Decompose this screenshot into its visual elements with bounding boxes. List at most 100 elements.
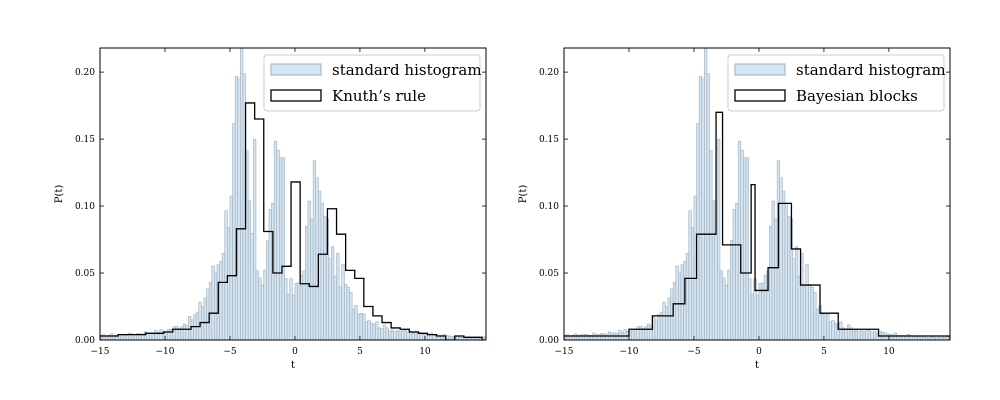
histogram-bar	[685, 253, 690, 340]
legend-swatch-step	[734, 89, 786, 102]
histogram-bar	[748, 278, 752, 340]
histogram-bar	[657, 314, 661, 340]
histogram-bar	[312, 160, 317, 340]
histogram-bar	[182, 323, 187, 340]
knuth-rule-panel: −15 −10 −5 0 5 10 0.00 0.05 0.10 0.15 0.20 t P(t) sta…	[54, 47, 487, 371]
histogram-bar	[385, 327, 389, 340]
x-tick-label: −10	[155, 347, 174, 357]
legend-swatch-step	[270, 89, 322, 102]
x-axis-label: t	[755, 360, 759, 371]
histogram-bar	[351, 308, 356, 340]
legend: standard histogram Bayesian blocks	[727, 54, 946, 112]
y-tick-label: 0.00	[75, 336, 95, 346]
histogram-bar	[364, 321, 369, 340]
step-line	[100, 102, 483, 340]
histogram-bar	[455, 335, 460, 340]
histogram-bar	[177, 328, 181, 340]
histogram-bar	[258, 277, 262, 340]
x-tick-label: 0	[756, 347, 762, 357]
histogram-bar	[302, 270, 306, 340]
step-line	[564, 111, 950, 340]
y-axis-label: P(t)	[518, 185, 529, 204]
legend-label-histogram: standard histogram	[796, 61, 946, 79]
histogram-bar	[253, 138, 257, 340]
histogram-bar	[403, 330, 408, 340]
y-axis-label: P(t)	[54, 185, 65, 204]
histogram-bar	[722, 277, 726, 340]
histogram-bar	[662, 301, 666, 340]
histogram-bar	[362, 313, 366, 340]
histogram-bar	[717, 138, 721, 340]
histogram-bar	[605, 333, 609, 340]
histogram-bar	[411, 332, 415, 340]
histogram-bar	[696, 123, 700, 340]
histogram-bar	[123, 334, 127, 340]
histogram-bar	[359, 313, 363, 340]
histogram-bar	[354, 305, 358, 340]
x-tick-label: −15	[555, 347, 574, 357]
histogram-bar	[594, 333, 599, 340]
histogram-bar	[401, 328, 405, 340]
histogram-bar	[427, 334, 431, 340]
histogram-bar	[828, 321, 833, 340]
histogram-bar	[154, 329, 158, 340]
histogram-bar	[761, 282, 765, 340]
histogram-bar	[815, 308, 820, 340]
histogram-bar	[675, 265, 679, 340]
histogram-bar	[709, 150, 713, 340]
histogram-bar	[914, 336, 918, 340]
axes-frame	[99, 47, 487, 341]
histogram-bar	[701, 78, 705, 340]
histogram-bar	[281, 157, 285, 340]
legend-label-step: Knuth’s rule	[332, 87, 426, 105]
y-tick-label: 0.00	[539, 336, 559, 346]
histogram-bar	[289, 278, 293, 340]
x-tick-label: −10	[619, 347, 638, 357]
histogram-bar	[919, 335, 924, 340]
histogram-bar	[623, 329, 627, 340]
x-tick-label: 5	[357, 347, 363, 357]
bayesian-blocks-panel: −15 −10 −5 0 5 10 0.00 0.05 0.10 0.15 0.20 t P(t) sta…	[518, 47, 951, 371]
histogram-bar	[769, 226, 773, 340]
histogram-bar	[639, 326, 643, 340]
histogram-bar	[839, 321, 843, 340]
histogram-bar	[307, 200, 311, 340]
histogram-bar	[857, 331, 861, 340]
histogram-bar	[860, 330, 864, 340]
histogram-bar	[323, 216, 327, 340]
histogram-bar	[331, 246, 335, 340]
histogram-bar	[782, 190, 786, 340]
y-tick-label: 0.15	[539, 135, 559, 145]
histogram-bar	[667, 297, 671, 340]
histogram-bar	[159, 329, 163, 340]
histogram-bar	[730, 240, 734, 340]
x-tick-label: 10	[419, 347, 431, 357]
histogram-bar	[344, 284, 348, 340]
histogram-bar	[266, 240, 270, 340]
histogram-bar	[758, 283, 762, 340]
histogram-bar	[125, 335, 129, 340]
histogram-bar	[110, 333, 114, 340]
histogram-bar	[214, 271, 218, 340]
histogram-bar	[260, 284, 265, 340]
histogram-bar	[232, 123, 236, 340]
histogram-bar	[737, 140, 742, 340]
histogram-bar	[865, 328, 869, 340]
histogram-bar	[211, 265, 215, 340]
y-tick-label: 0.05	[539, 269, 559, 279]
histogram-bar	[826, 313, 830, 340]
histogram-bar	[646, 323, 651, 340]
histogram-bar	[279, 157, 283, 340]
x-tick-label: −5	[223, 347, 237, 357]
histogram-bar	[292, 294, 296, 340]
x-tick-label: 0	[292, 347, 298, 357]
histogram-bar	[247, 200, 252, 340]
histogram-bar	[234, 76, 239, 340]
histogram-bar	[862, 331, 866, 340]
histogram-bar	[774, 218, 778, 340]
histogram-bar	[390, 329, 395, 340]
histogram-bar	[633, 329, 638, 340]
histogram-bar	[219, 261, 223, 340]
histogram-bar	[208, 282, 213, 340]
histogram-bar	[618, 329, 622, 340]
